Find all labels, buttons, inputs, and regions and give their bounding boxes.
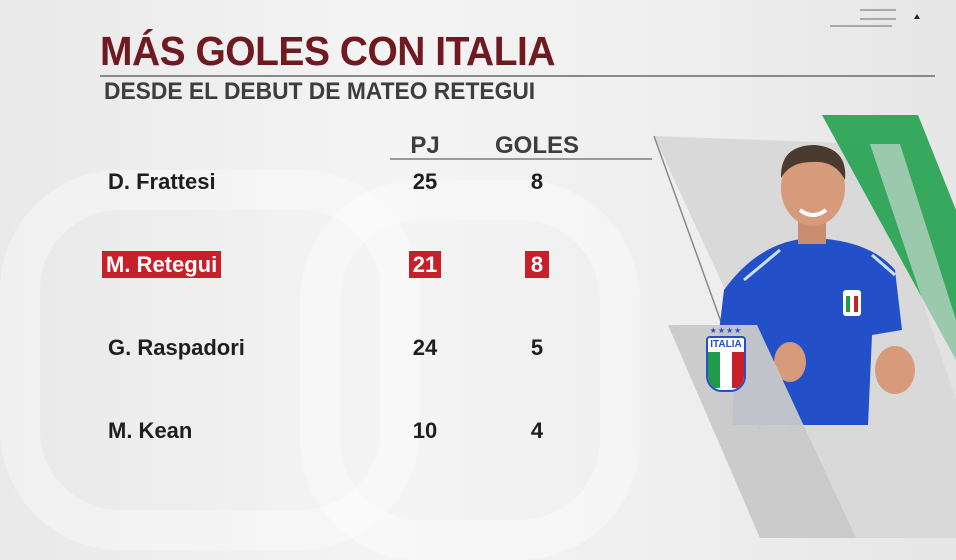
header-divider xyxy=(390,158,652,160)
page-title: MÁS GOLES CON ITALIA xyxy=(100,28,556,74)
decor-line xyxy=(860,18,896,20)
goles-value: 8 xyxy=(524,251,550,278)
player-name: G. Raspadori xyxy=(108,335,245,360)
pj-value: 21 xyxy=(408,251,442,278)
pj-value: 10 xyxy=(412,418,438,443)
goles-value: 5 xyxy=(530,335,544,360)
player-name: M. Kean xyxy=(108,418,193,443)
decor-line xyxy=(830,25,892,27)
goles-value: 8 xyxy=(530,169,544,194)
background-shape xyxy=(300,180,640,560)
italy-crest-icon: ★★★★ ITALIA xyxy=(706,326,746,392)
decor-line xyxy=(860,9,896,11)
player-photo-panel xyxy=(653,115,956,538)
column-header-pj: PJ xyxy=(410,132,440,159)
triangle-icon xyxy=(914,14,920,19)
player-name: M. Retegui xyxy=(102,251,222,278)
page-subtitle: DESDE EL DEBUT DE MATEO RETEGUI xyxy=(104,78,536,105)
player-name: D. Frattesi xyxy=(108,169,216,194)
column-header-goles: GOLES xyxy=(494,132,579,159)
title-divider xyxy=(100,75,935,77)
pj-value: 24 xyxy=(412,335,438,360)
pj-value: 25 xyxy=(412,169,438,194)
goles-value: 4 xyxy=(530,418,544,443)
badge-text: ITALIA xyxy=(710,339,742,350)
